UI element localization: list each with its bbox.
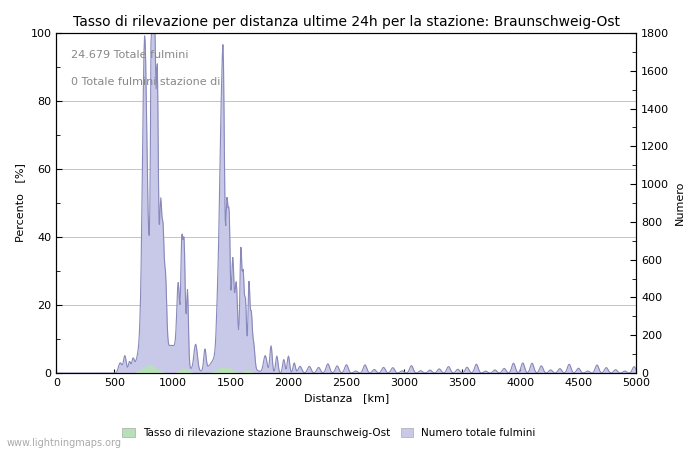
- X-axis label: Distanza   [km]: Distanza [km]: [304, 393, 389, 404]
- Legend: Tasso di rilevazione stazione Braunschweig-Ost, Numero totale fulmini: Tasso di rilevazione stazione Braunschwe…: [118, 424, 540, 442]
- Y-axis label: Percento   [%]: Percento [%]: [15, 164, 25, 243]
- Text: 0 Totale fulmini stazione di: 0 Totale fulmini stazione di: [71, 77, 220, 87]
- Title: Tasso di rilevazione per distanza ultime 24h per la stazione: Braunschweig-Ost: Tasso di rilevazione per distanza ultime…: [73, 15, 620, 29]
- Text: www.lightningmaps.org: www.lightningmaps.org: [7, 438, 122, 448]
- Y-axis label: Numero: Numero: [675, 181, 685, 225]
- Text: 24.679 Totale fulmini: 24.679 Totale fulmini: [71, 50, 188, 60]
